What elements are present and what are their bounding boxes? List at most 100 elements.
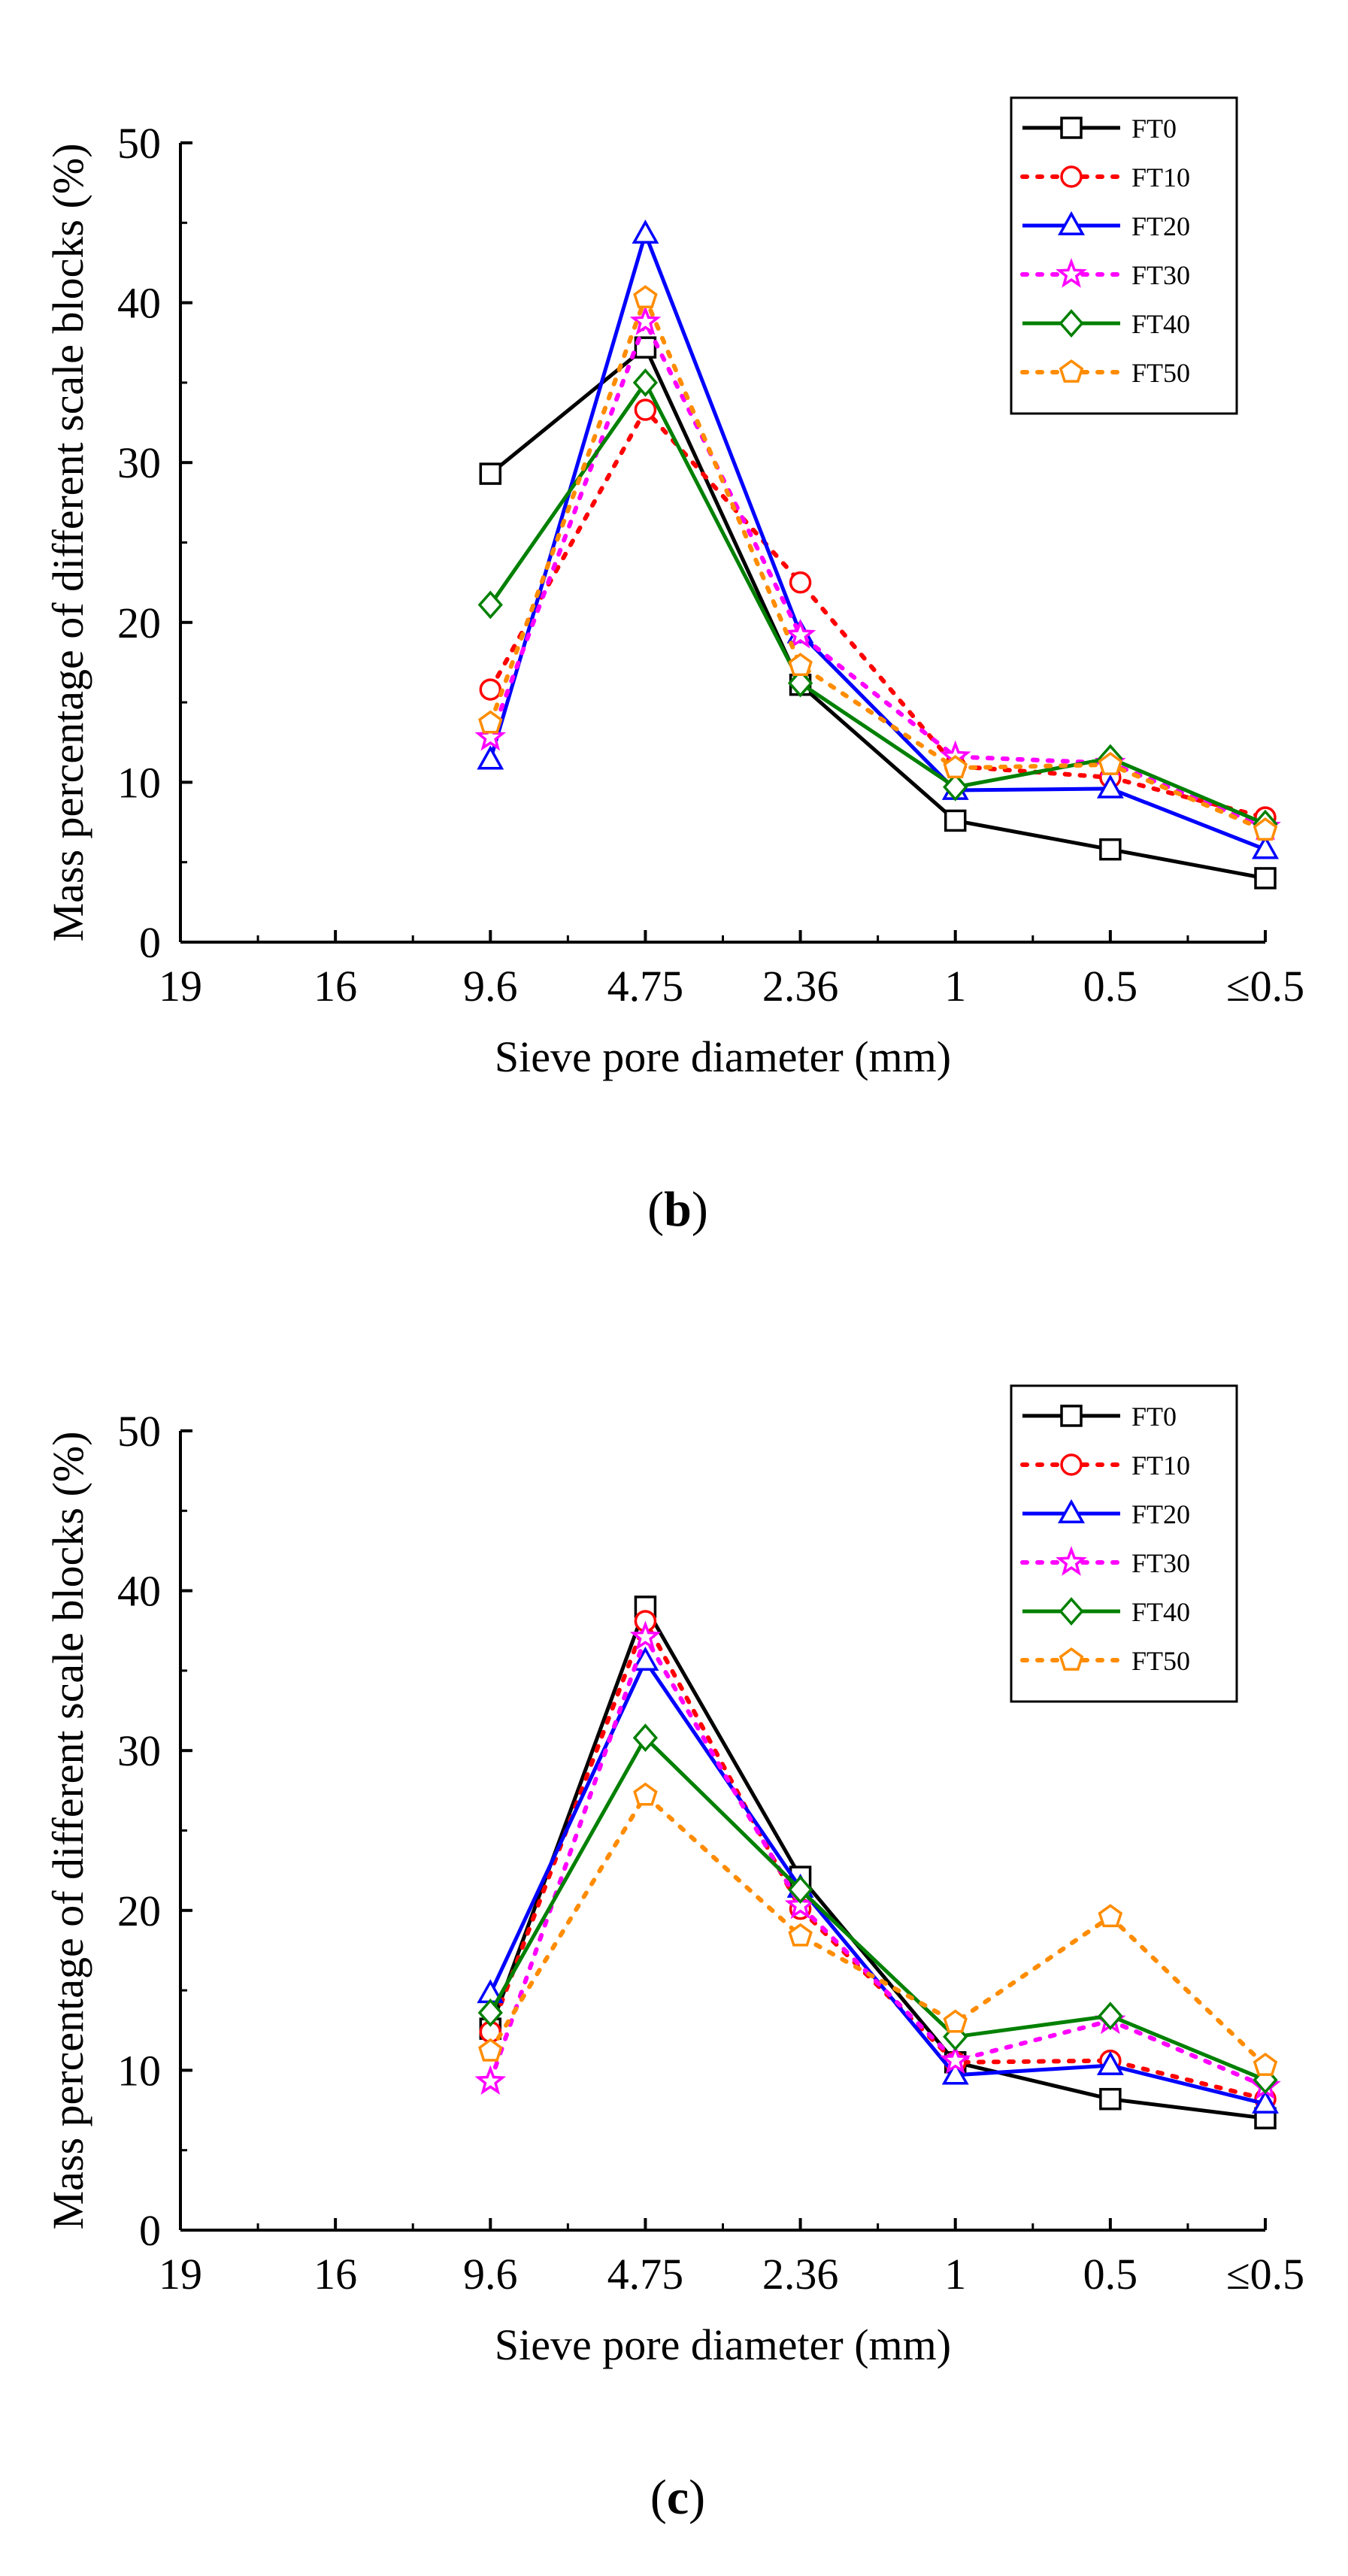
x-axis-title: Sieve pore diameter (mm)	[495, 1032, 951, 1081]
legend-label-ft30: FT30	[1131, 260, 1190, 290]
legend-marker-ft50	[1059, 1647, 1084, 1671]
y-axis-title: Mass percentage of different scale block…	[44, 144, 92, 942]
legend: FT0 FT10 FT20 FT30 FT40 FT50	[1010, 96, 1238, 415]
x-tick-label: 4.75	[607, 962, 684, 1011]
y-tick-label: 30	[117, 1726, 161, 1775]
series-line-ft0	[488, 1602, 1266, 2120]
data-point-ft0	[479, 462, 502, 485]
y-tick-label: 50	[117, 119, 161, 168]
x-tick-label: 9.6	[463, 2250, 518, 2299]
data-point-ft40	[477, 1998, 503, 2027]
legend-marker-ft40	[1059, 1597, 1084, 1626]
y-tick-label: 20	[117, 599, 161, 647]
legend-label-ft20: FT20	[1131, 1499, 1190, 1529]
data-point-ft40	[477, 590, 503, 620]
series-ft50	[478, 285, 1278, 841]
data-point-ft30	[629, 305, 662, 335]
series-line-ft30	[488, 1632, 1268, 2089]
data-point-ft40	[1098, 2002, 1123, 2031]
series-line-ft50	[488, 291, 1268, 833]
y-tick-label: 30	[117, 438, 161, 487]
legend-marker-ft0	[1060, 1405, 1083, 1427]
series-ft20	[477, 1646, 1279, 2114]
data-point-ft0	[1099, 2087, 1122, 2111]
y-tick-label: 10	[117, 2046, 161, 2095]
x-tick-label: 2.36	[762, 2250, 839, 2299]
y-tick-label: 50	[117, 1407, 161, 1456]
legend-marker-ft50	[1059, 359, 1084, 383]
x-tick-label: ≤0.5	[1226, 2250, 1304, 2299]
legend-label-ft10: FT10	[1131, 162, 1190, 192]
legend-label-ft20: FT20	[1131, 211, 1190, 241]
data-point-ft30	[784, 1889, 816, 1920]
legend-label-ft50: FT50	[1131, 1646, 1190, 1676]
data-point-ft50	[788, 653, 813, 677]
legend-marker-ft40	[1059, 309, 1084, 338]
data-point-ft30	[784, 618, 816, 649]
data-point-ft20	[1252, 2089, 1279, 2114]
line-chart-b: 0 10 20 30 40 50 19 16 9.6 4.75 2.36 1 0.5 ≤0.5 Sieve …	[44, 96, 1304, 1237]
data-point-ft0	[1254, 867, 1277, 889]
data-point-ft20	[1252, 835, 1279, 859]
legend-marker-ft10	[1060, 1453, 1083, 1476]
data-point-ft50	[1253, 2052, 1278, 2076]
data-point-ft20	[1096, 2050, 1124, 2075]
series-ft10	[479, 399, 1277, 829]
x-tick-label: 9.6	[463, 962, 518, 1011]
data-point-ft50	[633, 285, 658, 309]
data-point-ft30	[474, 721, 507, 751]
data-point-ft10	[634, 399, 657, 421]
series-line-ft40	[489, 379, 1266, 826]
legend-marker-ft20	[1058, 211, 1085, 235]
data-point-ft30	[629, 1620, 662, 1650]
x-tick-label: 16	[314, 2250, 357, 2299]
series-ft40	[477, 1723, 1278, 2095]
chart-panel-c: 0 10 20 30 40 50 19 16 9.6 4.75 2.36 1 0.5 ≤0.5 Sieve …	[0, 1288, 1348, 2576]
x-tick-label: 0.5	[1083, 962, 1138, 1011]
x-tick-label: 1	[944, 2250, 966, 2299]
data-point-ft20	[632, 1646, 659, 1671]
legend-marker-ft30	[1056, 258, 1087, 288]
data-point-ft20	[632, 220, 659, 244]
legend-label-ft0: FT0	[1131, 114, 1177, 144]
x-tick-label: 1	[944, 962, 966, 1011]
data-point-ft50	[1098, 1904, 1123, 1928]
x-tick-label: 0.5	[1083, 2250, 1138, 2299]
panel-label: (c)	[650, 2470, 705, 2525]
data-point-ft50	[1098, 751, 1123, 775]
x-tick-label: 16	[314, 962, 357, 1011]
x-tick-label: 19	[159, 962, 202, 1011]
legend-marker-ft10	[1060, 165, 1083, 188]
legend-marker-ft30	[1056, 1546, 1087, 1576]
data-point-ft30	[474, 2065, 507, 2096]
panel-label: (b)	[647, 1182, 708, 1237]
y-tick-label: 0	[139, 2206, 161, 2255]
data-point-ft40	[787, 668, 813, 698]
legend-label-ft50: FT50	[1131, 358, 1190, 388]
legend-label-ft10: FT10	[1131, 1450, 1190, 1480]
y-tick-label: 20	[117, 1887, 161, 1935]
legend-marker-ft0	[1060, 117, 1083, 139]
data-point-ft50	[943, 755, 968, 779]
data-point-ft50	[943, 2009, 968, 2033]
x-tick-label: 2.36	[762, 962, 839, 1011]
y-tick-label: 40	[117, 1567, 161, 1616]
data-point-ft40	[787, 1875, 813, 1905]
data-point-ft20	[477, 745, 504, 770]
y-tick-label: 0	[139, 918, 161, 967]
x-tick-label: 4.75	[607, 2250, 684, 2299]
series-line-ft20	[488, 228, 1266, 852]
y-axis-title: Mass percentage of different scale block…	[44, 1432, 92, 2230]
legend-label-ft0: FT0	[1131, 1402, 1177, 1432]
legend-marker-ft20	[1058, 1499, 1085, 1523]
data-point-ft40	[632, 1723, 659, 1753]
series-line-ft50	[488, 1792, 1268, 2068]
data-point-ft50	[633, 1782, 658, 1806]
legend-box	[1010, 1384, 1238, 1703]
series-line-ft40	[489, 1735, 1266, 2082]
data-point-ft20	[1096, 774, 1124, 799]
data-point-ft50	[478, 710, 503, 734]
data-point-ft50	[788, 1923, 813, 1947]
data-point-ft0	[1099, 838, 1122, 861]
legend-label-ft40: FT40	[1131, 1597, 1190, 1627]
